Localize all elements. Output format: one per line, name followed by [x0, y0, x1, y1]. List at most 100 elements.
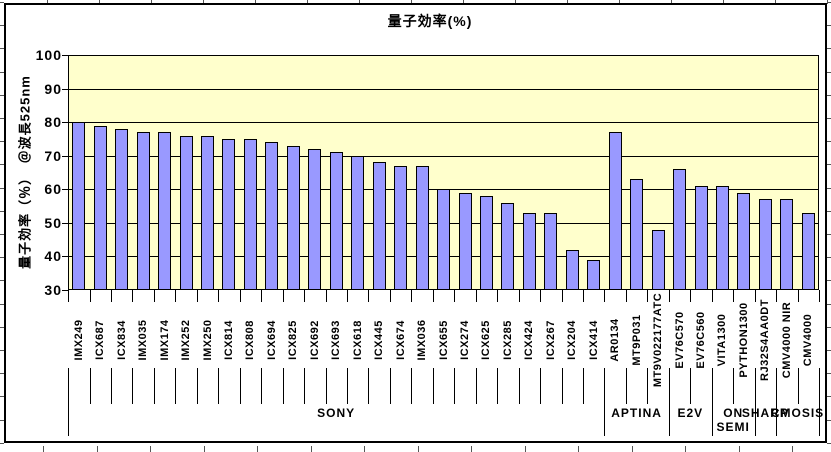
- category-tick: [89, 368, 91, 404]
- category-tick: [711, 290, 713, 302]
- category-tick: [540, 368, 542, 404]
- group-separator: [711, 368, 713, 436]
- category-tick: [411, 368, 413, 404]
- category-tick: [218, 290, 220, 302]
- bar-icx424[interactable]: [522, 212, 536, 290]
- sheet-edge-tick: [827, 304, 831, 305]
- category-tick: [690, 368, 692, 404]
- bar-icx625[interactable]: [479, 196, 493, 290]
- category-tick: [218, 368, 220, 404]
- bar-imx174[interactable]: [158, 132, 172, 290]
- category-tick: [110, 368, 112, 404]
- bar-icx814[interactable]: [222, 138, 236, 290]
- bar-icx674[interactable]: [394, 165, 408, 290]
- sheet-edge-tick: [0, 164, 4, 165]
- category-label: EV76C570: [673, 311, 686, 369]
- y-axis-tick: [62, 290, 68, 291]
- category-tick: [776, 290, 778, 302]
- y-axis-tick: [62, 256, 68, 257]
- group-separator: [776, 368, 778, 436]
- bar-vita1300[interactable]: [715, 185, 729, 290]
- bar-icx274[interactable]: [458, 192, 472, 290]
- bar-mt9p031[interactable]: [630, 179, 644, 290]
- bar-rj32s4aa0dt[interactable]: [758, 199, 772, 290]
- sheet-edge-tick: [151, 0, 152, 4]
- y-tick-label: 90: [44, 81, 62, 97]
- category-tick: [797, 368, 799, 404]
- sheet-edge-tick: [255, 0, 256, 4]
- y-tick-label: 100: [35, 47, 62, 63]
- sheet-edge-tick: [792, 446, 793, 452]
- category-tick: [432, 290, 434, 302]
- bar-icx825[interactable]: [286, 145, 300, 290]
- sheet-edge-tick: [0, 141, 4, 142]
- category-tick: [561, 290, 563, 302]
- category-tick: [261, 368, 263, 404]
- category-label: IMX174: [158, 319, 171, 361]
- bar-icx655[interactable]: [437, 189, 450, 290]
- bar-icx693[interactable]: [329, 152, 343, 290]
- category-tick: [132, 290, 134, 302]
- category-label: ICX674: [394, 320, 407, 360]
- bar-ar0134[interactable]: [608, 132, 622, 290]
- y-tick-label: 80: [44, 114, 62, 130]
- category-tick: [110, 290, 112, 302]
- y-axis-title-text: 量子効率（％） ＠波長525nm: [17, 75, 33, 269]
- y-axis-tick: [62, 223, 68, 224]
- y-axis-tick: [62, 122, 68, 123]
- bar-imx036[interactable]: [415, 165, 429, 290]
- y-axis-tick: [62, 89, 68, 90]
- bar-icx618[interactable]: [351, 155, 365, 290]
- sheet-edge-tick: [827, 280, 831, 281]
- bar-icx834[interactable]: [115, 128, 129, 290]
- bar-icx285[interactable]: [501, 202, 515, 290]
- bar-imx035[interactable]: [136, 132, 150, 290]
- bar-ev76c560[interactable]: [694, 185, 708, 290]
- sheet-edge-tick: [0, 95, 4, 96]
- category-label: ICX267: [544, 320, 557, 360]
- sheet-edge-tick: [411, 0, 412, 4]
- sheet-edge-tick: [827, 350, 831, 351]
- group-label-e2v: E2V: [677, 406, 704, 420]
- bar-icx687[interactable]: [93, 125, 107, 290]
- sheet-edge-tick: [827, 327, 831, 328]
- bar-icx267[interactable]: [544, 212, 558, 290]
- sheet-edge-tick: [203, 0, 204, 4]
- category-tick: [175, 290, 177, 302]
- sheet-edge-tick: [0, 211, 4, 212]
- sheet-edge-tick: [0, 188, 4, 189]
- bar-imx252[interactable]: [179, 135, 193, 290]
- category-tick: [604, 290, 606, 302]
- sheet-edge-tick: [739, 446, 740, 452]
- category-tick: [454, 290, 456, 302]
- bar-icx414[interactable]: [587, 259, 601, 290]
- bar-imx250[interactable]: [201, 135, 214, 290]
- sheet-edge-tick: [471, 446, 472, 452]
- category-label: IMX249: [72, 319, 85, 361]
- bar-imx249[interactable]: [72, 122, 86, 290]
- bar-cmv4000[interactable]: [801, 212, 815, 290]
- sheet-edge-tick: [685, 446, 686, 452]
- category-tick: [754, 290, 756, 302]
- bar-python1300[interactable]: [737, 192, 751, 290]
- sheet-edge-tick: [632, 446, 633, 452]
- bar-icx694[interactable]: [265, 142, 279, 290]
- bar-icx445[interactable]: [372, 162, 386, 290]
- sheet-edge-tick: [0, 443, 4, 444]
- sheet-edge-tick: [0, 48, 4, 49]
- bar-cmv4000-nir[interactable]: [780, 199, 794, 290]
- group-label-cmosis: CMOSIS: [770, 406, 825, 420]
- bar-ev76c570[interactable]: [673, 169, 686, 290]
- category-tick: [647, 290, 649, 302]
- category-tick: [368, 368, 370, 404]
- bar-icx204[interactable]: [565, 249, 579, 290]
- category-label: ICX618: [351, 320, 364, 360]
- sheet-edge-tick: [0, 304, 4, 305]
- category-tick: [518, 290, 520, 302]
- bar-icx808[interactable]: [243, 138, 257, 290]
- bar-icx692[interactable]: [308, 149, 322, 290]
- y-axis-tick: [62, 55, 68, 56]
- category-label: IMX035: [137, 319, 150, 361]
- category-tick: [690, 290, 692, 302]
- bar-mt9v022177atc[interactable]: [651, 229, 665, 290]
